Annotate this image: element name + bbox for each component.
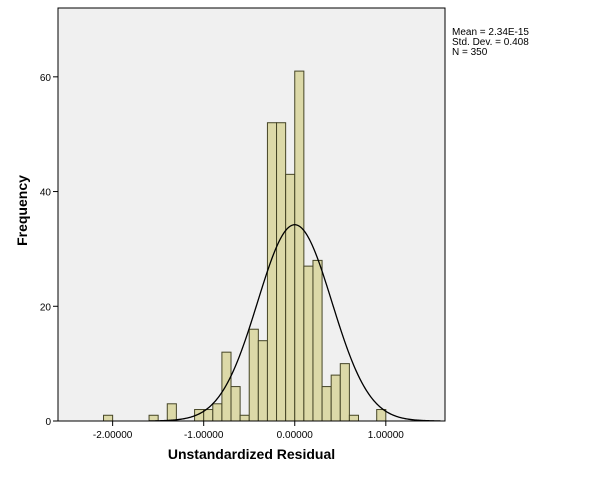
histogram-bar bbox=[276, 122, 287, 422]
histogram-bar bbox=[294, 70, 305, 422]
histogram-bars bbox=[103, 70, 387, 422]
histogram-bar bbox=[148, 414, 159, 422]
normal-curve bbox=[149, 224, 441, 422]
x-tick-label: -1.00000 bbox=[184, 430, 224, 441]
histogram-bar bbox=[239, 414, 250, 422]
histogram-bar bbox=[376, 409, 387, 422]
stat-mean: Mean = 2.34E-15 bbox=[452, 27, 529, 38]
histogram-bar bbox=[321, 386, 332, 422]
x-axis-ticks: -2.00000 -1.00000 0.00000 1.00000 bbox=[93, 421, 404, 441]
x-tick-label: 0.00000 bbox=[277, 430, 314, 441]
histogram-bar bbox=[221, 351, 232, 422]
histogram-bar bbox=[303, 265, 314, 422]
histogram-bar bbox=[212, 403, 223, 422]
x-tick-label: 1.00000 bbox=[368, 430, 405, 441]
histogram-bar bbox=[330, 374, 341, 422]
y-tick-label: 20 bbox=[40, 302, 52, 313]
y-axis-title: Frequency bbox=[14, 175, 30, 246]
histogram-bar bbox=[103, 414, 114, 422]
y-tick-label: 40 bbox=[40, 188, 52, 199]
histogram-bar bbox=[312, 259, 323, 422]
histogram-bar bbox=[230, 386, 241, 422]
stat-std-dev: Std. Dev. = 0.408 bbox=[452, 37, 529, 48]
x-tick-label: -2.00000 bbox=[93, 430, 133, 441]
histogram-bar bbox=[348, 414, 359, 422]
y-tick-label: 60 bbox=[40, 73, 52, 84]
histogram-bar bbox=[248, 328, 259, 422]
histogram-bar bbox=[266, 122, 278, 422]
y-tick-label: 0 bbox=[45, 417, 51, 428]
stat-n: N = 350 bbox=[452, 47, 488, 58]
histogram-bar bbox=[257, 340, 268, 422]
x-axis-title: Unstandardized Residual bbox=[168, 446, 335, 462]
histogram-bar bbox=[203, 409, 214, 422]
histogram-bar bbox=[339, 363, 350, 422]
histogram-bar bbox=[166, 403, 177, 422]
y-axis-ticks: 0 20 40 60 bbox=[40, 73, 58, 428]
histogram-bar bbox=[285, 173, 296, 422]
